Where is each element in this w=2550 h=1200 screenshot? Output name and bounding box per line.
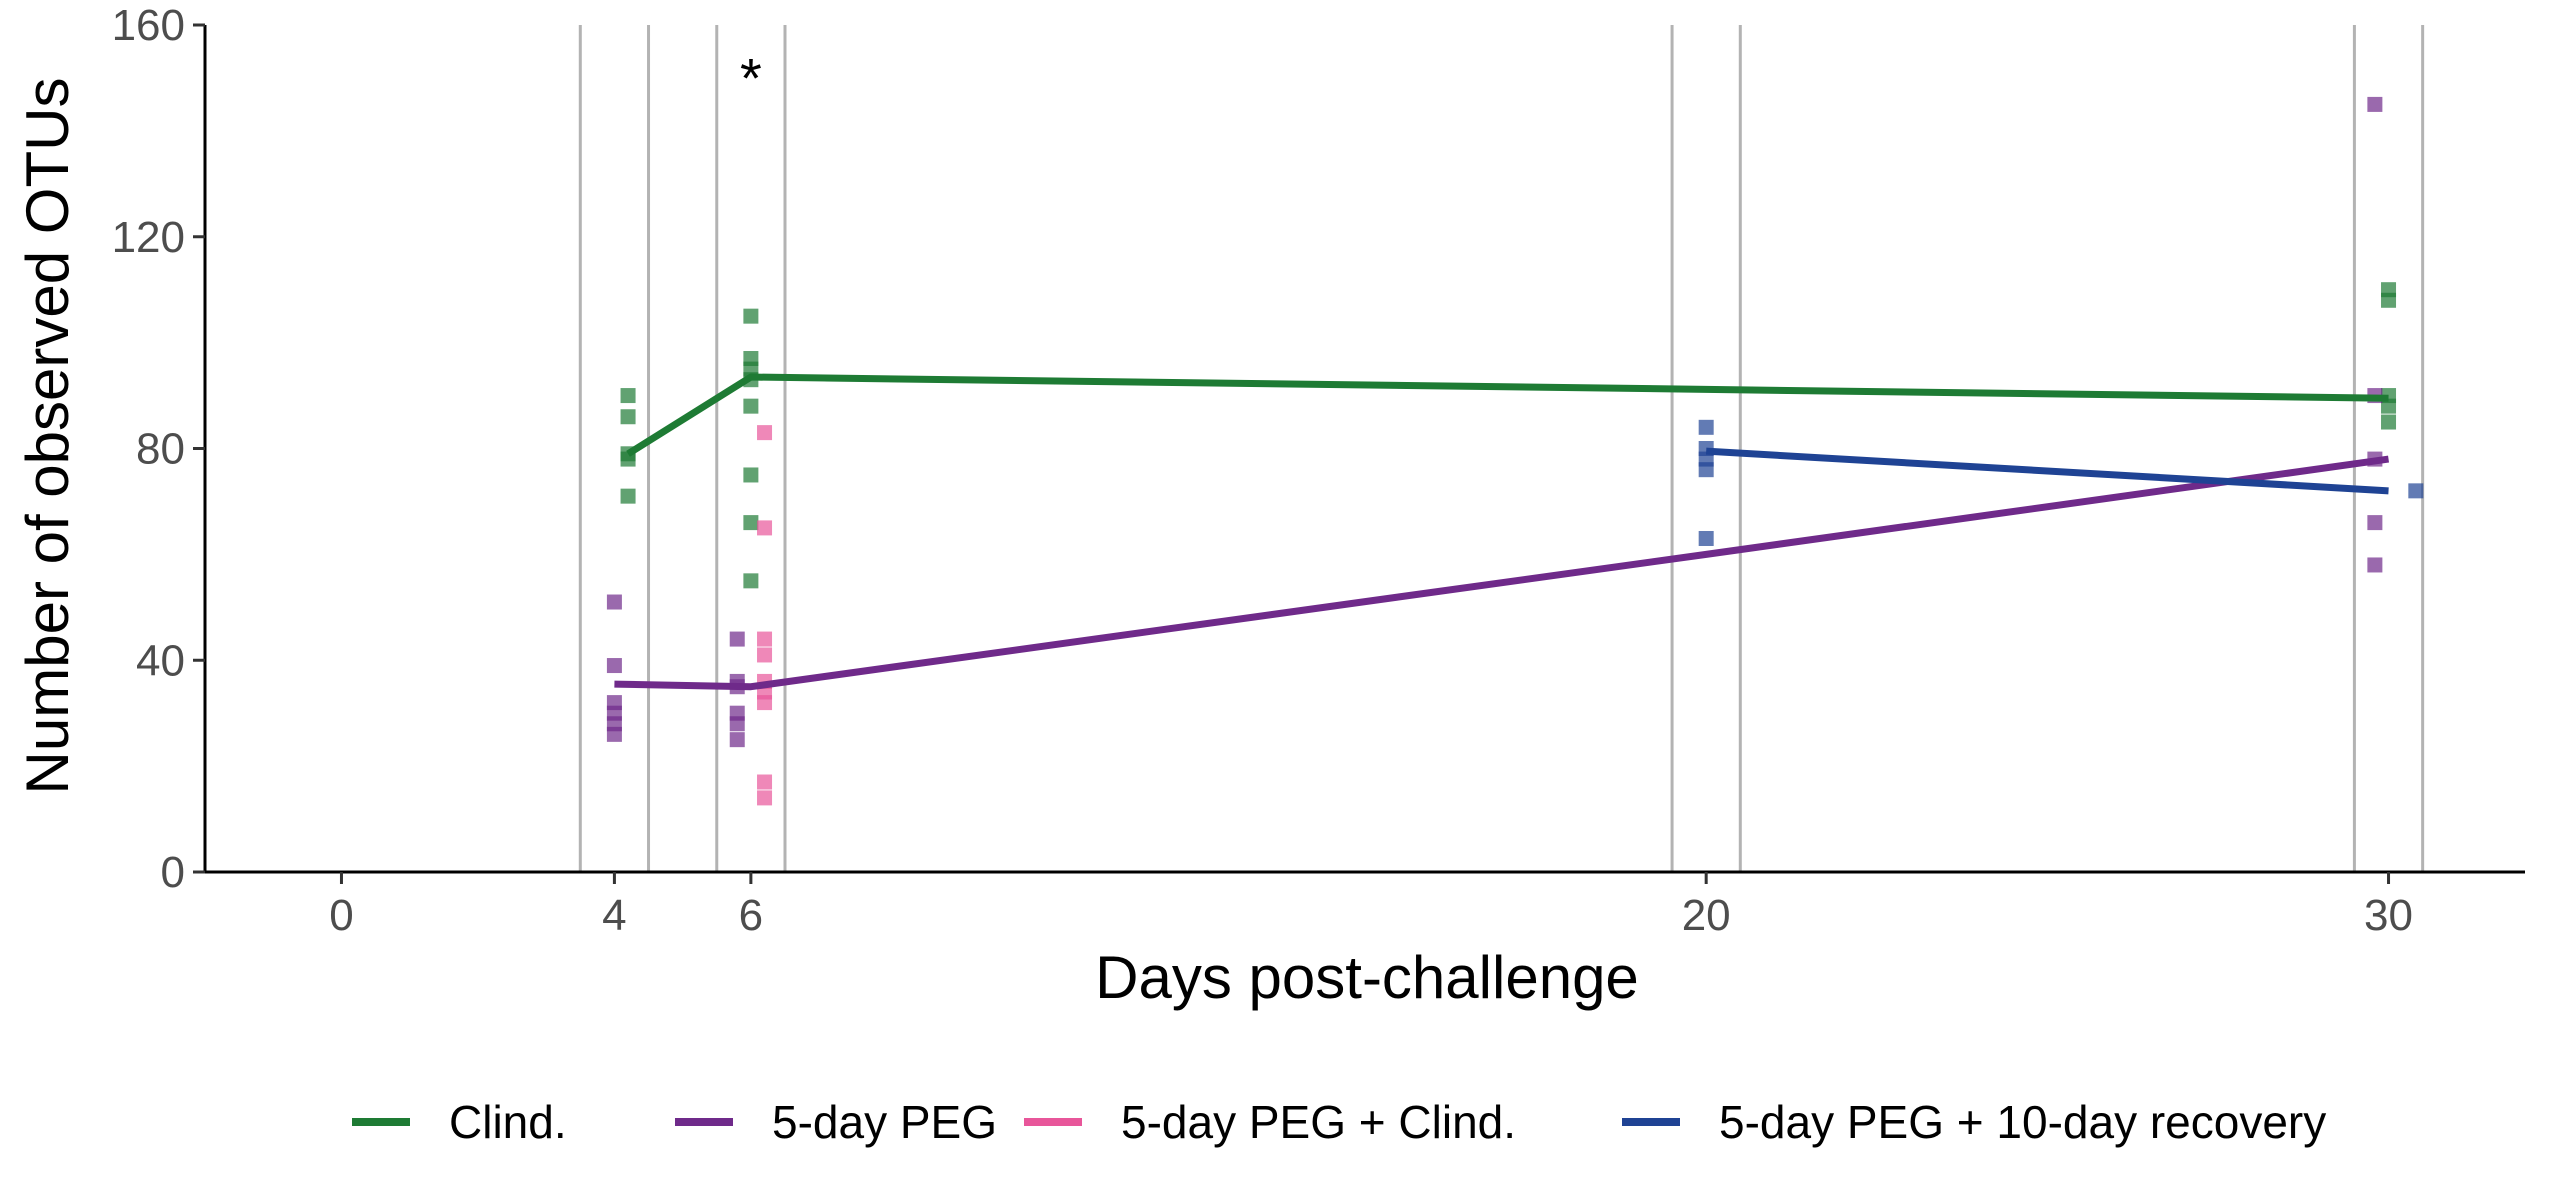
x-tick-label: 4: [602, 891, 626, 940]
data-point: [757, 631, 773, 647]
x-tick-label: 0: [329, 891, 353, 940]
series-lines: [614, 373, 2390, 691]
annotations: *: [740, 46, 762, 109]
data-point: [2381, 398, 2397, 414]
data-point: [620, 409, 636, 425]
legend-label: 5-day PEG: [772, 1096, 997, 1148]
data-point: [757, 520, 773, 536]
legend: Clind. 5-day PEG 5-day PEG + Clind. 5-day P…: [352, 1096, 2326, 1148]
data-point: [743, 467, 759, 483]
x-tick-label: 30: [2364, 891, 2413, 940]
data-point: [1698, 462, 1714, 478]
data-point: [2381, 292, 2397, 308]
vertical-reference-lines: [578, 25, 2425, 872]
x-tick-label: 6: [739, 891, 763, 940]
data-point: [757, 790, 773, 806]
data-point: [743, 308, 759, 324]
data-point: [743, 573, 759, 589]
data-point: [729, 631, 745, 647]
legend-item: 5-day PEG: [675, 1096, 997, 1148]
data-point: [757, 647, 773, 663]
significance-annotation: *: [740, 46, 762, 109]
data-point: [620, 388, 636, 404]
y-tick-label: 0: [161, 848, 185, 897]
y-tick-label: 120: [112, 213, 185, 262]
data-point: [2408, 483, 2424, 499]
series-line: [1705, 447, 2389, 495]
data-point: [743, 398, 759, 414]
legend-item: 5-day PEG + Clind.: [1024, 1096, 1516, 1148]
data-points: [606, 96, 2424, 806]
y-tick-label: 160: [112, 1, 185, 50]
legend-item: 5-day PEG + 10-day recovery: [1622, 1096, 2326, 1148]
legend-label: Clind.: [449, 1096, 567, 1148]
data-point: [743, 515, 759, 531]
y-tick-label: 80: [136, 425, 185, 474]
legend-item: Clind.: [352, 1096, 567, 1148]
data-point: [729, 716, 745, 732]
data-point: [2367, 515, 2383, 531]
data-point: [606, 594, 622, 610]
y-axis-title: Number of observed OTUs: [14, 78, 81, 795]
x-axis-title: Days post-challenge: [1095, 944, 1639, 1011]
data-point: [620, 488, 636, 504]
data-point: [2367, 557, 2383, 573]
legend-label: 5-day PEG + Clind.: [1121, 1096, 1516, 1148]
data-point: [606, 658, 622, 674]
data-point: [757, 774, 773, 790]
y-tick-label: 40: [136, 636, 185, 685]
data-point: [729, 732, 745, 748]
legend-label: 5-day PEG + 10-day recovery: [1719, 1096, 2326, 1148]
series-line: [626, 373, 2389, 457]
data-point: [2381, 414, 2397, 430]
axes: 0 40 80 120 160 0 4 6 20 30: [112, 1, 2525, 940]
x-tick-label: 20: [1682, 891, 1731, 940]
series-line: [614, 455, 2390, 691]
data-point: [757, 695, 773, 711]
data-point: [606, 726, 622, 742]
data-point: [2367, 96, 2383, 112]
data-point: [1698, 419, 1714, 435]
data-point: [757, 425, 773, 441]
data-point: [1698, 530, 1714, 546]
